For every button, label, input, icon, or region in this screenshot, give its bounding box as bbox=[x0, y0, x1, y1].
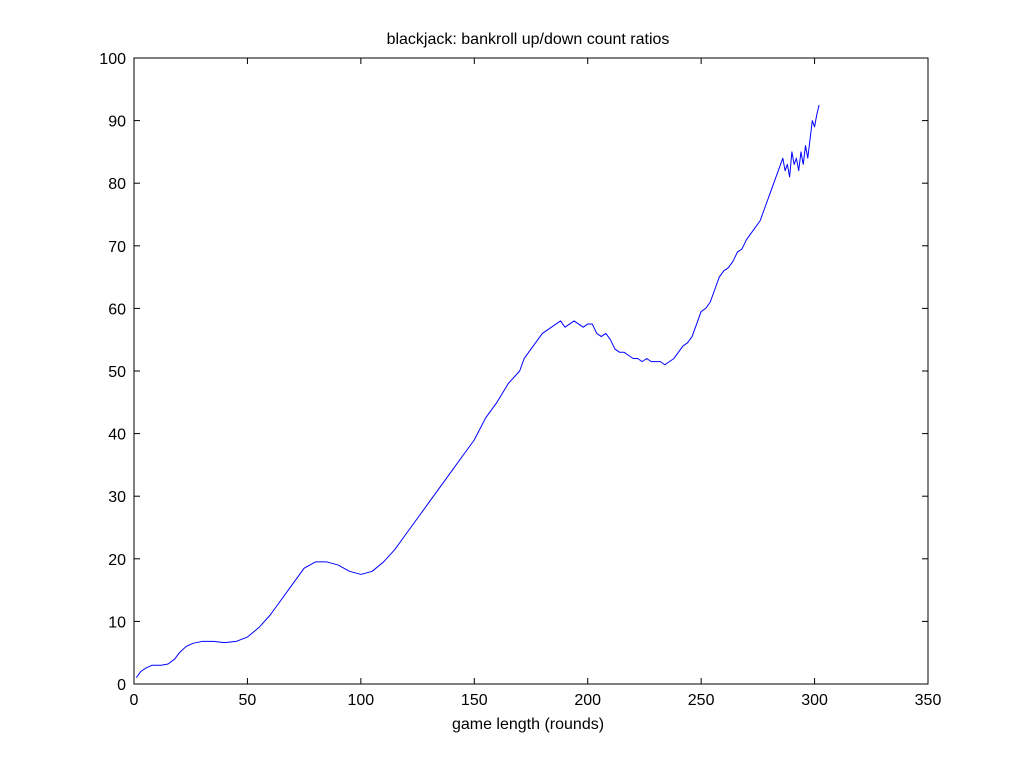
y-tick-label: 60 bbox=[108, 301, 126, 318]
series-group bbox=[135, 104, 820, 679]
y-tick-label: 0 bbox=[117, 677, 126, 694]
x-tick-label: 200 bbox=[574, 692, 601, 709]
x-tick-label: 100 bbox=[348, 692, 375, 709]
x-tick-label: 0 bbox=[130, 692, 139, 709]
y-tick-label: 50 bbox=[108, 364, 126, 381]
y-tick-label: 40 bbox=[108, 427, 126, 444]
y-tick-label: 10 bbox=[108, 614, 126, 631]
y-tick-label: 80 bbox=[108, 176, 126, 193]
y-tick-label: 90 bbox=[108, 114, 126, 131]
y-tick-label: 20 bbox=[108, 552, 126, 569]
y-tick-label: 70 bbox=[108, 239, 126, 256]
x-tick-label: 50 bbox=[239, 692, 257, 709]
x-tick-label: 150 bbox=[461, 692, 488, 709]
y-tick-label: 100 bbox=[99, 51, 126, 68]
x-axis: 0 50 100 150 200 250 300 350 bbox=[130, 58, 942, 709]
x-tick-label: 300 bbox=[801, 692, 828, 709]
series-line-0 bbox=[135, 104, 820, 679]
x-tick-label: 250 bbox=[688, 692, 715, 709]
x-tick-label: 350 bbox=[915, 692, 942, 709]
x-axis-title: game length (rounds) bbox=[452, 716, 604, 733]
y-axis: 0 10 20 30 40 50 60 70 80 90 100 bbox=[99, 51, 928, 694]
y-tick-label: 30 bbox=[108, 489, 126, 506]
chart-title: blackjack: bankroll up/down count ratios bbox=[387, 31, 670, 48]
plot-area: 0 50 100 150 200 250 300 350 0 10 20 30 40 50 60 70 80 9… bbox=[99, 51, 941, 709]
